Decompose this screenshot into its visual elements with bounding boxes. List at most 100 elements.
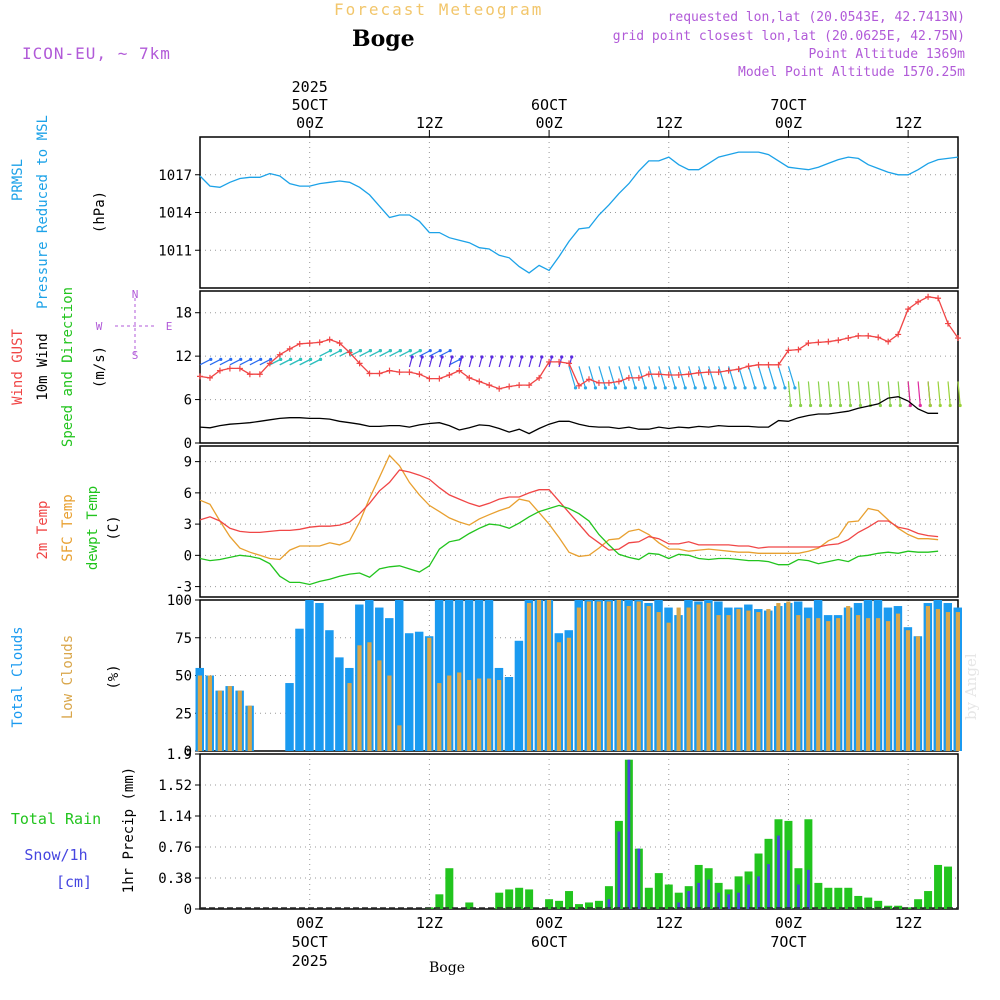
pressure-unit-label: (hPa) <box>92 191 108 233</box>
wind-gust-marker <box>366 370 373 377</box>
wind-gust-label: Wind GUST <box>10 329 26 405</box>
wind-arrow <box>329 350 341 357</box>
wind-arrow-head <box>753 386 757 390</box>
wind-arrow <box>468 356 473 368</box>
wind-arrow-head <box>438 349 442 353</box>
y-tick-label: 3 <box>184 517 192 533</box>
wind-arrow-head <box>448 349 452 353</box>
rain-bar <box>864 897 873 909</box>
wind-gust-marker <box>446 371 453 378</box>
wind-arrow <box>648 366 656 389</box>
wind-arrow-head <box>318 357 323 361</box>
wind-arrow-head <box>239 357 243 361</box>
wind-unit-label: (m/s) <box>92 346 108 388</box>
low-cloud-bar <box>706 603 711 751</box>
wind-arrow-head <box>388 349 392 353</box>
low-cloud-bar <box>197 675 202 751</box>
wind-gust-marker <box>775 361 782 368</box>
wind-arrow-head <box>279 357 283 361</box>
wind-gust-marker <box>605 379 612 386</box>
total-cloud-bar <box>414 631 424 751</box>
wind-arrow <box>528 356 533 368</box>
wind-arrow <box>747 366 756 389</box>
low-cloud-bar <box>945 612 951 751</box>
wind-arrow <box>299 358 311 366</box>
wind-arrow-head <box>783 386 787 390</box>
rain-bar <box>934 864 943 909</box>
model-point-altitude: Model Point Altitude 1570.25m <box>738 65 965 80</box>
top-date-label: 6OCT <box>531 96 567 114</box>
snow-bar <box>757 876 760 909</box>
wind-arrow-head <box>430 355 434 359</box>
low-cloud-bar <box>955 612 960 751</box>
temp-unit-label: (C) <box>106 515 122 540</box>
wind-arrow <box>777 366 786 389</box>
rain-bar <box>924 891 933 909</box>
wind-arrow <box>518 356 523 368</box>
low-cloud-bar <box>806 618 811 751</box>
wind-arrow-head <box>470 355 474 359</box>
snow-bar <box>697 882 701 909</box>
wind-gust-marker <box>316 339 323 346</box>
bottom-date-label: 5OCT <box>292 933 328 951</box>
wind-arrow-head <box>573 386 578 390</box>
compass-south-label: S <box>132 349 139 362</box>
wind-gust-marker <box>885 338 892 345</box>
wind-gust-marker <box>516 382 523 389</box>
wind-arrow-head <box>550 355 554 359</box>
wind-arrow-head <box>793 386 797 390</box>
wind-arrow-head <box>928 403 932 408</box>
wind-gust-marker <box>456 367 463 374</box>
rain-bar <box>435 894 444 909</box>
wind-gust-marker <box>526 382 533 389</box>
wind-arrow-head <box>663 386 667 390</box>
wind-10m-label: 10m Wind <box>35 333 51 400</box>
precip-unit-label: 1hr Precip (mm) <box>121 767 137 893</box>
wind-arrow-head <box>818 403 823 408</box>
wind-gust-marker <box>755 361 762 368</box>
rain-bar <box>445 868 454 909</box>
bottom-hour-label: 00Z <box>775 914 802 932</box>
wind-arrow <box>887 381 891 406</box>
wind-arrow-head <box>490 355 494 359</box>
point-altitude: Point Altitude 1369m <box>808 47 965 62</box>
wind-gust-marker <box>715 369 722 376</box>
wind-arrow <box>219 358 232 366</box>
wind-gust-marker <box>785 347 792 354</box>
wind-arrow-head <box>838 403 843 408</box>
pressure-line <box>199 151 959 274</box>
total-cloud-bar <box>285 683 294 751</box>
rain-bar <box>604 886 613 909</box>
low-cloud-bar <box>217 690 222 751</box>
wind-arrow-head <box>450 355 454 359</box>
y-tick-label: 1014 <box>158 206 192 222</box>
wind-gust-marker <box>955 335 961 342</box>
wind-gust-marker <box>695 369 702 376</box>
wind-gust-marker <box>376 370 383 377</box>
sfc-temp-line <box>199 454 939 561</box>
bottom-date-label: 7OCT <box>770 933 806 951</box>
low-cloud-bar <box>885 621 891 751</box>
y-tick-label: 25 <box>175 706 192 722</box>
snow-bar <box>687 891 691 909</box>
wind-arrow-head <box>510 355 514 359</box>
wind-arrow <box>688 366 696 389</box>
low-cloud-bar <box>696 604 701 751</box>
wind-gust-marker <box>795 346 802 353</box>
y-tick-label: 0.38 <box>158 871 192 887</box>
wind-arrow <box>847 381 852 406</box>
wind-arrow <box>578 366 587 389</box>
snow-bar <box>767 864 770 909</box>
rain-bar <box>495 892 504 909</box>
model-name: ICON-EU, ~ 7km <box>22 44 171 63</box>
wind-gust-marker <box>815 339 822 346</box>
wind-gust-marker <box>905 306 912 313</box>
wind-arrow-head <box>570 355 574 359</box>
wind-arrow-head <box>358 349 363 353</box>
low-cloud-bar <box>726 615 731 751</box>
rain-bar <box>565 891 574 909</box>
low-cloud-bar <box>816 618 821 751</box>
wind-gust-marker <box>875 334 882 341</box>
wind-arrow <box>628 366 636 389</box>
